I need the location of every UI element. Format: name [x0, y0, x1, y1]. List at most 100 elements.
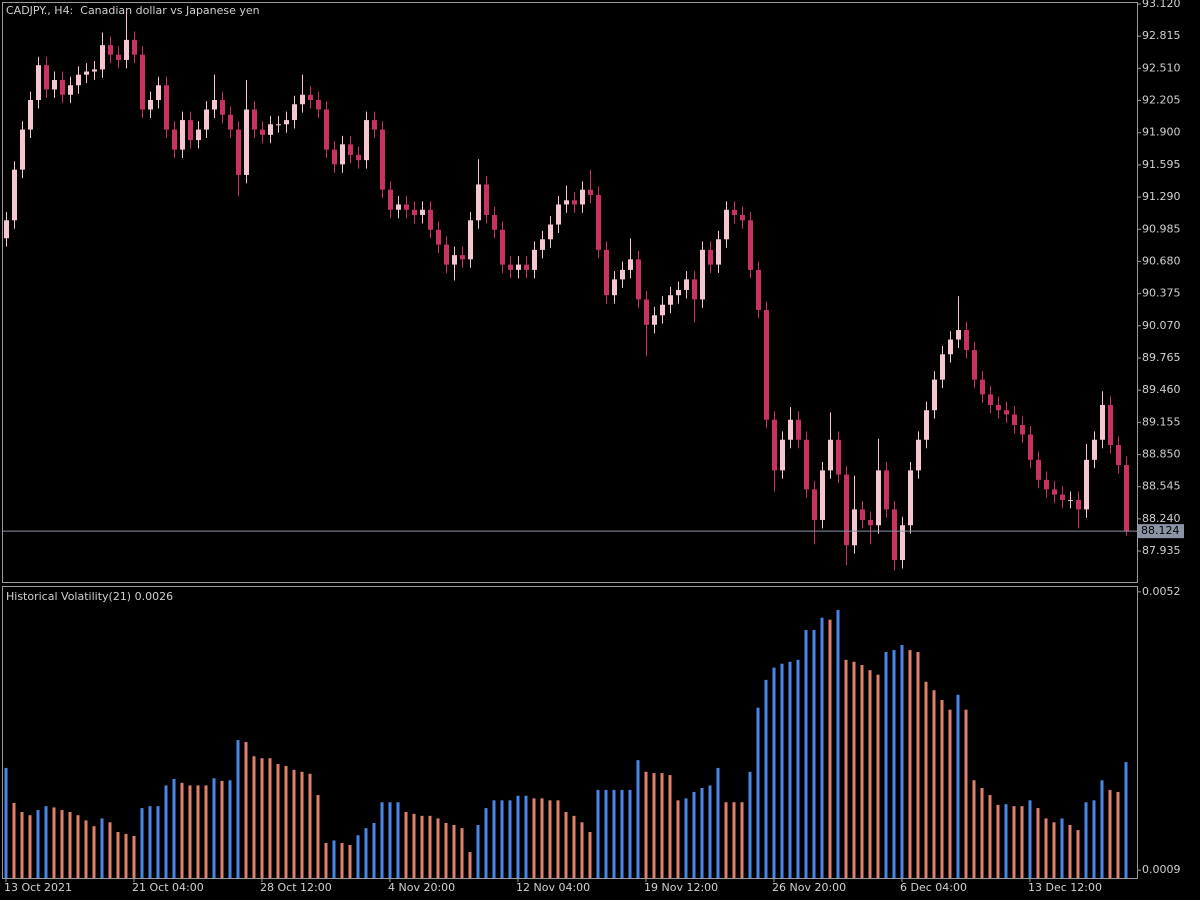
volatility-bar: [500, 800, 504, 878]
volatility-bar: [868, 670, 872, 878]
volatility-bar: [652, 773, 656, 878]
y-tick-label: 90.070: [1142, 319, 1181, 332]
volatility-bar: [908, 650, 912, 878]
volatility-bar: [116, 832, 120, 878]
volatility-bar: [300, 771, 304, 878]
candle-body: [340, 144, 345, 165]
candle-body: [196, 129, 201, 141]
candle-body: [972, 350, 977, 380]
y-tick-label: 93.120: [1142, 0, 1181, 10]
volatility-bar: [396, 802, 400, 878]
candle-body: [4, 220, 9, 239]
candle-body: [1044, 479, 1049, 490]
volatility-bar: [28, 815, 32, 878]
volatility-bar: [684, 798, 688, 878]
candle-body: [732, 209, 737, 216]
y-tick-label: 89.460: [1142, 383, 1181, 396]
candle-body: [676, 289, 681, 296]
candle-body: [236, 129, 241, 175]
candle-body: [92, 69, 97, 72]
candle-body: [700, 249, 705, 300]
volatility-bar: [764, 679, 768, 878]
candle-body: [756, 269, 761, 310]
volatility-bar: [1076, 830, 1080, 878]
volatility-bar: [724, 802, 728, 878]
candle-body: [956, 330, 961, 340]
x-tick-label: 19 Nov 12:00: [644, 881, 718, 894]
volatility-bar: [524, 795, 528, 878]
volatility-bar: [204, 785, 208, 878]
volatility-bar: [356, 835, 360, 878]
candle-body: [964, 330, 969, 351]
candle-body: [868, 519, 873, 526]
candle-body: [780, 439, 785, 471]
candle-body: [364, 120, 369, 161]
volatility-bar: [748, 771, 752, 878]
candle-body: [620, 269, 625, 280]
volatility-bar: [924, 681, 928, 878]
price-panel: [2, 2, 1138, 583]
volatility-bar: [372, 822, 376, 878]
volatility-bar: [700, 788, 704, 878]
candle-body: [44, 65, 49, 90]
current-price-label: 88.124: [1141, 524, 1180, 537]
volatility-bar: [132, 835, 136, 878]
candle-body: [860, 509, 865, 520]
volatility-bar: [364, 828, 368, 878]
candle-body: [692, 279, 697, 300]
volatility-bar: [268, 758, 272, 878]
volatility-bar: [332, 840, 336, 878]
candle-body: [420, 209, 425, 216]
volatility-bar: [812, 630, 816, 878]
volatility-bar: [172, 778, 176, 878]
y-tick-label: 92.510: [1142, 61, 1181, 74]
volatility-bar: [548, 800, 552, 878]
candle-body: [684, 279, 689, 290]
x-tick-label: 13 Dec 12:00: [1028, 881, 1102, 894]
candle-body: [836, 439, 841, 475]
volatility-bar: [580, 822, 584, 878]
candle-body: [380, 129, 385, 190]
volatility-bar: [476, 824, 480, 878]
candle-body: [812, 489, 817, 520]
candle-body: [940, 354, 945, 380]
candle-body: [556, 204, 561, 225]
indicator-panel: [2, 586, 1138, 879]
volatility-bar: [244, 742, 248, 878]
volatility-bar: [836, 609, 840, 878]
volatility-bar: [444, 822, 448, 878]
candle-body: [404, 204, 409, 210]
x-tick-label: 21 Oct 04:00: [132, 881, 204, 894]
candle-body: [244, 109, 249, 175]
candle-body: [284, 120, 289, 125]
candle-body: [148, 100, 153, 110]
candle-body: [1052, 489, 1057, 495]
candle-body: [892, 509, 897, 561]
candle-body: [220, 100, 225, 115]
volatility-bar: [108, 822, 112, 878]
candle-body: [980, 379, 985, 395]
candle-body: [228, 114, 233, 130]
volatility-bar: [788, 661, 792, 878]
candle-body: [516, 264, 521, 270]
volatility-bar: [4, 767, 8, 878]
volatility-bar: [1052, 822, 1056, 878]
current-price-box: [1138, 524, 1184, 539]
volatility-bar: [220, 780, 224, 878]
candle-body: [36, 65, 41, 101]
candle-body: [308, 94, 313, 101]
candle-body: [708, 249, 713, 265]
candle-body: [212, 100, 217, 110]
volatility-bar: [276, 764, 280, 878]
volatility-bar: [556, 800, 560, 878]
candle-body: [532, 249, 537, 270]
candle-body: [1060, 494, 1065, 500]
candle-body: [540, 239, 545, 250]
candle-body: [628, 259, 633, 270]
y-tick-label: 89.765: [1142, 351, 1181, 364]
volatility-bar: [68, 811, 72, 878]
candle-body: [1084, 459, 1089, 510]
candle-body: [124, 39, 129, 60]
